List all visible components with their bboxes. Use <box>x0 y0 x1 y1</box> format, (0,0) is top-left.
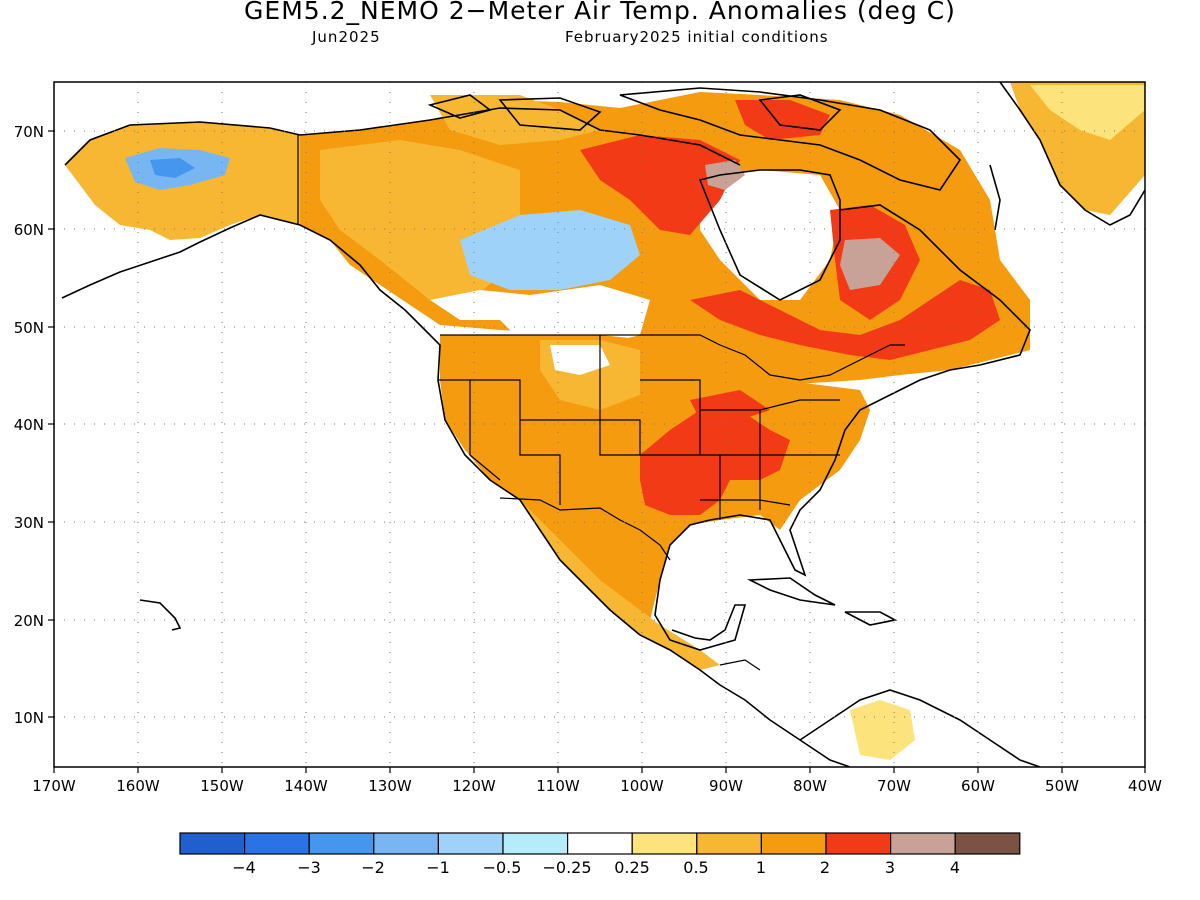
map-title: GEM5.2_NEMO 2−Meter Air Temp. Anomalies … <box>244 0 956 25</box>
anomaly-shading <box>65 82 1145 760</box>
shade-cuba <box>760 580 800 600</box>
lat-label: 60N <box>14 221 44 239</box>
coastlines <box>61 82 1145 767</box>
lon-label: 140W <box>284 777 328 795</box>
legend-swatch <box>631 832 698 855</box>
legend-label: 0.25 <box>614 858 650 877</box>
lat-label: 50N <box>14 319 44 337</box>
legend-swatch <box>244 832 310 855</box>
lon-label: 170W <box>32 777 76 795</box>
lon-label: 110W <box>536 777 580 795</box>
lon-label: 90W <box>709 777 743 795</box>
legend-label: 2 <box>820 858 830 877</box>
legend-swatch <box>308 832 375 855</box>
legend-label: 4 <box>950 858 960 877</box>
shade-ellesmere-red <box>735 100 830 140</box>
lat-label: 40N <box>14 416 44 434</box>
shade-ne-canada-red <box>690 280 1000 360</box>
gridlines <box>54 82 1145 767</box>
shade-ne-usa-red <box>690 390 770 420</box>
map-area <box>54 82 1145 767</box>
lat-label: 30N <box>14 514 44 532</box>
lon-label: 60W <box>961 777 995 795</box>
color-legend: −4 −3 −2 −1 −0.5 −0.25 0.25 0.5 1 2 3 4 <box>179 832 1021 877</box>
shade-mexico <box>520 500 720 670</box>
lon-label: 80W <box>793 777 827 795</box>
legend-swatch <box>760 832 827 855</box>
legend-label: 1 <box>756 858 766 877</box>
legend-label: −2 <box>361 858 385 877</box>
legend-label: −0.25 <box>542 858 591 877</box>
shade-hudson <box>700 170 840 300</box>
initial-conditions-label: February2025 initial conditions <box>565 28 829 46</box>
legend-swatches <box>179 832 1021 855</box>
legend-label: −1 <box>426 858 450 877</box>
shade-baffin-red <box>580 135 740 235</box>
lat-label: 10N <box>14 709 44 727</box>
shade-greenland-pale <box>1030 85 1145 140</box>
shade-alaska-colder <box>150 158 195 178</box>
shade-central-red <box>640 410 790 515</box>
shade-canada-cool <box>460 210 640 290</box>
tick-marks <box>48 130 1146 773</box>
lon-label: 160W <box>116 777 160 795</box>
legend-swatch <box>696 832 762 855</box>
legend-label: −4 <box>232 858 256 877</box>
forecast-month: Jun2025 <box>312 28 381 46</box>
legend-swatch <box>373 832 439 855</box>
lon-label: 100W <box>620 777 664 795</box>
shade-venezuela <box>850 700 915 760</box>
lon-label: 150W <box>200 777 244 795</box>
lat-label: 70N <box>14 123 44 141</box>
legend-swatch <box>502 832 569 855</box>
legend-swatch <box>179 832 246 855</box>
legend-swatch <box>954 832 1021 855</box>
legend-swatch <box>566 832 633 855</box>
shade-quebec-hot <box>840 238 900 290</box>
legend-label: −0.5 <box>483 858 522 877</box>
lon-label: 120W <box>452 777 496 795</box>
legend-label: 0.5 <box>683 858 708 877</box>
lat-label: 20N <box>14 612 44 630</box>
legend-swatch <box>889 832 956 855</box>
lon-label: 130W <box>368 777 412 795</box>
legend-swatch <box>825 832 892 855</box>
lon-label: 50W <box>1045 777 1079 795</box>
lon-label: 70W <box>877 777 911 795</box>
borders <box>297 135 905 671</box>
legend-label: 3 <box>885 858 895 877</box>
lon-label: 40W <box>1128 777 1162 795</box>
legend-swatch <box>437 832 504 855</box>
shade-dakota-white <box>550 345 610 375</box>
legend-label: −3 <box>297 858 321 877</box>
